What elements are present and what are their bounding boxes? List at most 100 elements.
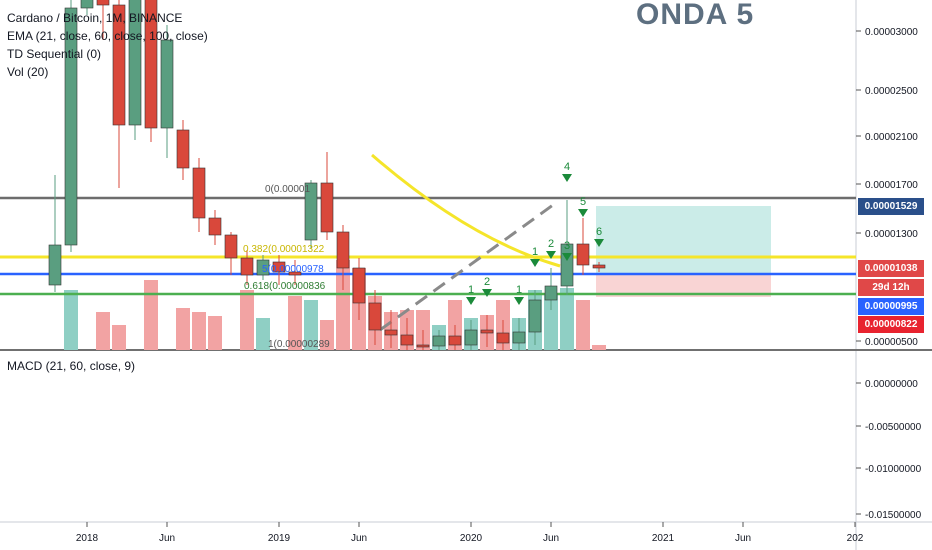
td-arrow [514,297,524,305]
time-tick-label: Jun [159,533,175,544]
volume-bar [96,312,110,350]
macd-axis: 0.00000000 -0.00500000 -0.01000000 -0.01500… [856,379,922,521]
candle [336,225,350,290]
legend: Cardano / Bitcoin, 1M, BINANCE EMA (21, … [7,9,208,81]
price-axis-tick: 0.00000500 [856,337,918,348]
volume-bar [336,260,350,350]
price-tick-label: 0.00002100 [865,132,918,143]
candle-body [352,267,366,304]
volume-bar [176,308,190,350]
candle-body [576,243,590,266]
candle [48,175,62,292]
td-count-label: 5 [580,196,586,208]
candle-body [48,244,62,286]
candle-body [128,0,142,126]
volume-bar [544,295,558,350]
time-tick-label: 2021 [652,533,675,544]
candle [464,320,478,350]
time-tick-label: 2018 [76,533,99,544]
time-tick-label: 2019 [268,533,291,544]
time-axis: 2018 Jun 2019 Jun 2020 Jun 2021 Jun 202 [76,522,864,544]
macd-axis-tick: -0.01000000 [856,464,922,475]
td-count: 3 [562,240,572,261]
profit-zone [596,206,771,273]
td-arrow [562,253,572,261]
legend-vol: Vol (20) [7,65,49,79]
volume-bar [208,316,222,350]
candle [384,310,398,348]
candle [288,260,302,285]
time-axis-tick: Jun [159,522,175,544]
volume-bar [304,300,318,350]
time-axis-tick: 2021 [652,522,675,544]
td-arrow [578,209,588,217]
price-axis: 0.00003000 0.00002500 0.00002100 0.00001700… [856,27,918,348]
volume-bar [112,325,126,350]
td-count-label: 1 [516,284,522,296]
candle [160,25,174,158]
candle [128,0,142,140]
macd-axis-tick: 0.00000000 [856,379,918,390]
td-arrow [546,251,556,259]
candle-body [272,261,286,273]
volume-bar [576,300,590,350]
candle [576,218,590,275]
time-tick-label: 2020 [460,533,483,544]
td-count-label: 1 [468,284,474,296]
price-axis-tick: 0.00002100 [856,132,918,143]
td-count: 1 [466,284,476,305]
legend-title: Cardano / Bitcoin, 1M, BINANCE [7,11,183,25]
price-tag-target: 0.00001529 [858,198,924,215]
time-axis-tick: Jun [543,522,559,544]
td-count: 2 [482,276,492,297]
volume-bar [288,296,302,350]
macd-tick-label: -0.00500000 [865,422,922,433]
candle-body [144,0,158,129]
td-count-label: 2 [548,238,554,250]
candle-body [288,271,302,276]
volume-bar [144,280,158,350]
price-tag-countdown: 29d 12h [858,279,924,296]
price-tick-label: 0.00003000 [865,27,918,38]
candle-body [368,302,382,331]
candle [208,210,222,245]
price-tag-fib05: 0.00000995 [858,298,924,315]
macd-tick-label: 0.00000000 [865,379,918,390]
legend-td: TD Sequential (0) [7,47,102,61]
fib-label-1: 1(0.00000289 [268,339,330,350]
time-axis-tick: 202 [847,522,864,544]
ema-curve [371,153,561,268]
td-arrow [482,289,492,297]
candle [448,325,462,350]
fib-label-0: 0(0.00001 [265,184,310,195]
volume-bar [192,312,206,350]
candle [144,0,158,142]
fib-label-0382: 0.382(0.00001322 [243,244,325,255]
time-tick-label: 202 [847,533,864,544]
candle [432,330,446,350]
td-arrow [530,259,540,267]
candle-body [400,334,414,346]
candle-body [224,234,238,259]
td-count: 6 [594,226,604,247]
candle-body [96,0,110,6]
price-axis-tick: 0.00002500 [856,86,918,97]
td-count: 1 [514,284,524,305]
volume-bar [64,290,78,350]
volume-bar [560,288,574,350]
candle-body [496,332,510,344]
time-axis-tick: Jun [735,522,751,544]
price-axis-tick: 0.00001300 [856,229,918,240]
candle [528,290,542,345]
candle-body [592,264,606,269]
candle [352,258,366,320]
time-axis-tick: 2019 [268,522,291,544]
macd-label: MACD (21, 60, close, 9) [7,359,136,373]
td-arrow [466,297,476,305]
price-tick-label: 0.00001700 [865,180,918,191]
td-count: 2 [546,238,556,259]
candle [400,318,414,350]
volume-bar [240,290,254,350]
